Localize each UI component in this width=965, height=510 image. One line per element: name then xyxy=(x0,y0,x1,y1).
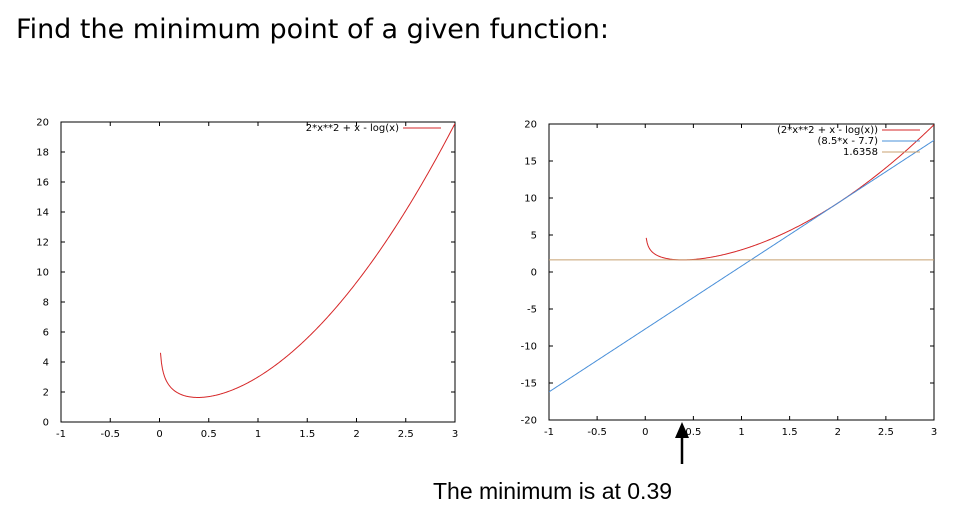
x-tick-label: 1.5 xyxy=(782,427,798,438)
slide-title: Find the minimum point of a given functi… xyxy=(16,14,609,45)
x-tick-label: 3 xyxy=(452,429,458,440)
y-tick-label: -15 xyxy=(521,379,537,390)
y-tick-label: 10 xyxy=(36,268,49,279)
x-tick-label: 1.5 xyxy=(299,429,315,440)
y-tick-label: 18 xyxy=(36,148,49,159)
caption: The minimum is at 0.39 xyxy=(433,478,673,504)
x-tick-label: -1 xyxy=(56,429,66,440)
x-tick-label: -0.5 xyxy=(587,427,607,438)
y-tick-label: 10 xyxy=(524,194,537,205)
series-line xyxy=(549,139,934,393)
y-tick-label: 12 xyxy=(36,238,49,249)
legend-label: 2*x**2 + x - log(x) xyxy=(306,123,399,134)
y-tick-label: 4 xyxy=(43,358,49,369)
x-tick-label: 0.5 xyxy=(201,429,217,440)
plot-frame xyxy=(548,123,935,421)
x-tick-label: 0.5 xyxy=(685,427,701,438)
y-tick-label: 20 xyxy=(524,120,537,131)
legend-label: (2*x**2 + x - log(x)) xyxy=(777,125,878,136)
y-tick-label: 8 xyxy=(43,298,49,309)
legend-label: (8.5*x - 7.7) xyxy=(818,136,879,147)
x-tick-label: 0 xyxy=(156,429,162,440)
y-tick-label: 16 xyxy=(36,178,49,189)
x-tick-label: 3 xyxy=(931,427,937,438)
y-tick-label: 6 xyxy=(43,328,49,339)
x-tick-label: 2.5 xyxy=(878,427,894,438)
x-tick-label: 1 xyxy=(738,427,744,438)
y-tick-label: 0 xyxy=(43,418,49,429)
x-tick-label: 1 xyxy=(255,429,261,440)
x-tick-label: 0 xyxy=(642,427,648,438)
y-tick-label: 15 xyxy=(524,157,537,168)
x-tick-label: 2.5 xyxy=(398,429,414,440)
y-tick-label: 2 xyxy=(43,388,49,399)
y-tick-label: 5 xyxy=(531,231,537,242)
y-tick-label: -5 xyxy=(527,305,537,316)
y-tick-label: 0 xyxy=(531,268,537,279)
x-tick-label: 2 xyxy=(353,429,359,440)
x-tick-label: -1 xyxy=(544,427,554,438)
y-tick-label: -20 xyxy=(521,416,537,427)
x-tick-label: 2 xyxy=(835,427,841,438)
y-tick-label: 20 xyxy=(36,118,49,129)
y-tick-label: 14 xyxy=(36,208,49,219)
y-tick-label: -10 xyxy=(521,342,537,353)
minimum-marker-arrow xyxy=(675,422,689,464)
series-line xyxy=(645,124,934,261)
series-line xyxy=(159,123,455,398)
x-tick-label: -0.5 xyxy=(100,429,120,440)
legend-label: 1.6358 xyxy=(843,147,878,158)
